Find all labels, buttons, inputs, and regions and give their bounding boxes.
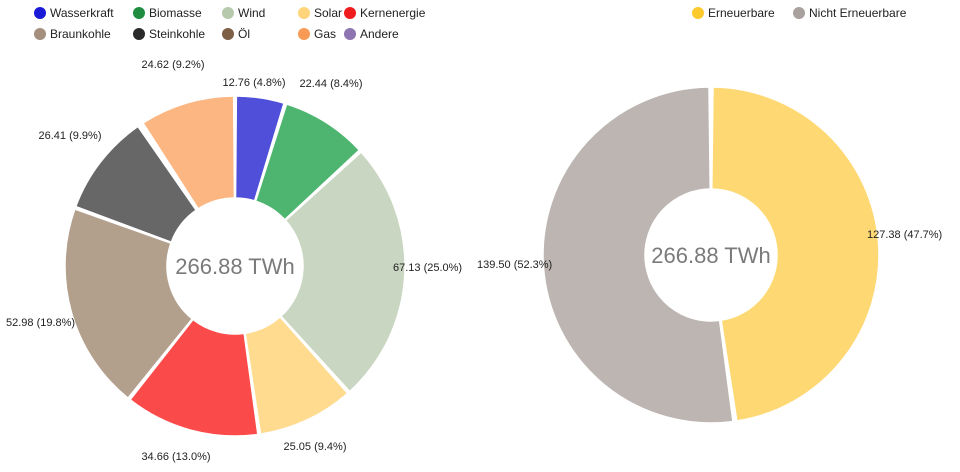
data-label-steinkohle: 26.41 (9.9%) <box>39 130 102 142</box>
legend-marker-andere[interactable] <box>344 28 356 40</box>
data-labels-renewable-split: 127.38 (47.7%) 139.50 (52.3%) <box>477 229 942 271</box>
slice-kernenergie[interactable] <box>129 318 259 437</box>
legend-marker-solar[interactable] <box>298 7 310 19</box>
data-label-wasserkraft: 12.76 (4.8%) <box>223 77 286 89</box>
legend-label-erneuerbare[interactable]: Erneuerbare <box>708 6 775 20</box>
legend-marker-gas[interactable] <box>298 28 310 40</box>
data-label-nicht-erneuerbare: 139.50 (52.3%) <box>477 259 552 271</box>
data-label-kernenergie: 34.66 (13.0%) <box>141 451 210 463</box>
data-label-braunkohle: 52.98 (19.8%) <box>6 317 75 329</box>
slice-braunkohle[interactable] <box>64 208 193 399</box>
slice-steinkohle[interactable] <box>74 125 197 243</box>
legend-label-wasserkraft[interactable]: Wasserkraft <box>50 6 114 20</box>
slice-nicht-erneuerbare[interactable] <box>542 86 734 424</box>
data-label-solar: 25.05 (9.4%) <box>284 441 347 453</box>
chart-renewable-split: Erneuerbare Nicht Erneuerbare 127.38 (47.… <box>477 6 942 424</box>
slice-solar[interactable] <box>244 316 349 435</box>
slice-biomasse[interactable] <box>254 103 361 221</box>
legend-label-wind[interactable]: Wind <box>238 6 265 20</box>
legend-energy-sources: Wasserkraft Biomasse Wind Solar Kernenergie B… <box>34 6 426 41</box>
legend-marker-wind[interactable] <box>222 7 234 19</box>
legend-renewable-split: Erneuerbare Nicht Erneuerbare <box>692 6 907 20</box>
slice-wasserkraft[interactable] <box>234 95 285 202</box>
legend-marker-erneuerbare[interactable] <box>692 7 704 19</box>
legend-label-biomasse[interactable]: Biomasse <box>149 6 202 20</box>
legend-label-steinkohle[interactable]: Steinkohle <box>149 27 205 41</box>
slice-oel[interactable] <box>139 123 199 211</box>
legend-label-nicht-erneuerbare[interactable]: Nicht Erneuerbare <box>809 6 907 20</box>
center-total-label: 266.88 TWh <box>175 254 294 279</box>
legend-marker-nicht-erneuerbare[interactable] <box>793 7 805 19</box>
data-label-gas: 24.62 (9.2%) <box>142 59 205 71</box>
legend-label-kernenergie[interactable]: Kernenergie <box>360 6 426 20</box>
data-labels-energy-sources: 12.76 (4.8%) 22.44 (8.4%) 67.13 (25.0%) 25.… <box>6 59 462 463</box>
center-total-label: 266.88 TWh <box>651 243 770 268</box>
legend-marker-steinkohle[interactable] <box>133 28 145 40</box>
donut-renewable-split <box>542 86 880 424</box>
legend-marker-kernenergie[interactable] <box>344 7 356 19</box>
legend-label-braunkohle[interactable]: Braunkohle <box>50 27 111 41</box>
data-label-wind: 67.13 (25.0%) <box>393 262 462 274</box>
slice-erneuerbare[interactable] <box>711 86 880 422</box>
legend-label-oel[interactable]: Öl <box>238 27 250 41</box>
legend-label-andere[interactable]: Andere <box>360 27 399 41</box>
legend-marker-wasserkraft[interactable] <box>34 7 46 19</box>
legend-label-gas[interactable]: Gas <box>314 27 336 41</box>
data-label-biomasse: 22.44 (8.4%) <box>300 78 363 90</box>
legend-marker-braunkohle[interactable] <box>34 28 46 40</box>
data-label-erneuerbare: 127.38 (47.7%) <box>867 229 942 241</box>
slice-wind[interactable] <box>280 151 406 393</box>
chart-energy-sources: Wasserkraft Biomasse Wind Solar Kernenergie B… <box>6 6 462 463</box>
legend-label-solar[interactable]: Solar <box>314 6 342 20</box>
donut-energy-sources <box>64 95 406 437</box>
legend-marker-oel[interactable] <box>222 28 234 40</box>
legend-marker-biomasse[interactable] <box>133 7 145 19</box>
slice-gas[interactable] <box>142 95 236 210</box>
